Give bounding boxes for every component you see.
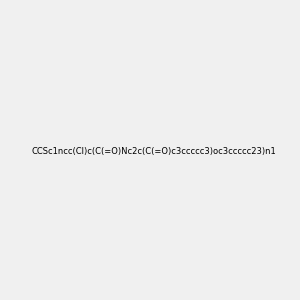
Text: CCSc1ncc(Cl)c(C(=O)Nc2c(C(=O)c3ccccc3)oc3ccccc23)n1: CCSc1ncc(Cl)c(C(=O)Nc2c(C(=O)c3ccccc3)oc… xyxy=(32,147,276,156)
